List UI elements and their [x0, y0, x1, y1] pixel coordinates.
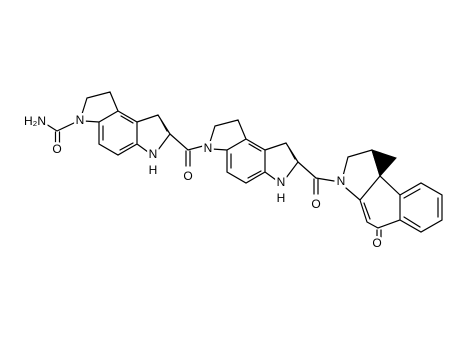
atom-label: H	[277, 191, 286, 205]
atom-label: N	[149, 147, 158, 161]
atom-label: O	[183, 169, 192, 183]
atom-labels: H₂N O N N H O N N H O N O	[22, 111, 385, 253]
atom-label: O	[52, 142, 61, 156]
atom-label: O	[311, 197, 320, 211]
atom-label: N	[277, 175, 286, 189]
atom-label: H₂N	[24, 114, 46, 128]
atom-label: N	[337, 174, 346, 188]
atom-label: N	[204, 141, 213, 155]
bonds	[45, 91, 443, 238]
atom-label: N	[76, 113, 85, 127]
atom-label: O	[372, 236, 381, 250]
atom-label: H	[149, 163, 158, 177]
